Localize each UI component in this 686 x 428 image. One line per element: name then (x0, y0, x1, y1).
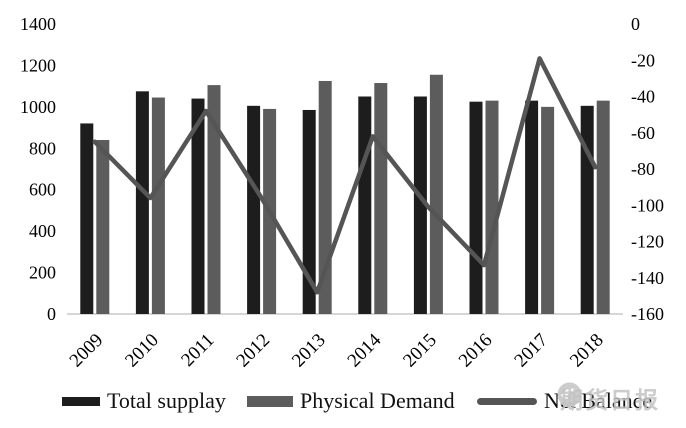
left-axis-tick-label: 1400 (20, 14, 56, 34)
right-axis-tick-label: -80 (631, 159, 655, 179)
right-axis-tick-label: -120 (631, 232, 664, 252)
physical-demand-swatch-icon (247, 395, 293, 407)
bar-total-supply-2011 (191, 98, 205, 314)
bar-total-supply-2016 (469, 101, 483, 314)
bar-physical-demand-2018 (596, 100, 610, 315)
bar-physical-demand-2011 (207, 85, 221, 314)
left-axis-tick-label: 0 (47, 304, 56, 324)
legend-label-physical-demand: Physical Demand (300, 388, 455, 413)
left-axis-tick-label: 200 (29, 263, 56, 283)
bar-total-supply-2009 (80, 123, 94, 314)
x-axis-label-2010: 2010 (121, 330, 163, 372)
x-axis-label-2009: 2009 (66, 330, 108, 372)
legend-label-net-balance: Net Balance (544, 388, 653, 413)
left-axis-tick-label: 1200 (20, 55, 56, 75)
chart-legend: Total supplay Physical Demand Net Balanc… (0, 388, 686, 422)
legend-item-physical-demand: Physical Demand (247, 388, 455, 414)
right-axis-tick-label: -40 (631, 87, 655, 107)
left-axis-tick-label: 600 (29, 180, 56, 200)
x-axis-label-2016: 2016 (455, 330, 497, 372)
left-axis-tick-label: 1000 (20, 97, 56, 117)
right-axis-tick-label: -140 (631, 268, 664, 288)
bar-physical-demand-2016 (485, 100, 499, 315)
right-axis-tick-label: -160 (631, 304, 664, 324)
legend-item-net-balance: Net Balance (477, 388, 652, 414)
right-axis-tick-label: -20 (631, 50, 655, 70)
bar-total-supply-2013 (302, 109, 316, 314)
x-axis-label-2013: 2013 (288, 330, 330, 372)
x-axis-label-2018: 2018 (566, 330, 608, 372)
bar-total-supply-2018 (580, 105, 594, 314)
left-axis-tick-label: 400 (29, 221, 56, 241)
right-axis-tick-label: -60 (631, 123, 655, 143)
bar-physical-demand-2017 (541, 106, 555, 314)
legend-label-total-supply: Total supplay (107, 388, 226, 413)
bar-total-supply-2014 (358, 96, 372, 314)
bar-physical-demand-2009 (96, 140, 110, 314)
right-axis-tick-label: 0 (631, 14, 640, 34)
x-axis-label-2017: 2017 (510, 330, 552, 372)
x-axis-label-2011: 2011 (177, 330, 218, 371)
bar-physical-demand-2014 (374, 83, 388, 315)
bar-total-supply-2017 (525, 100, 539, 315)
bar-physical-demand-2015 (429, 74, 443, 314)
x-axis-label-2014: 2014 (344, 329, 386, 371)
bar-total-supply-2015 (413, 96, 427, 314)
x-axis-label-2015: 2015 (399, 330, 441, 372)
x-axis-label-2012: 2012 (232, 330, 274, 372)
net-balance-swatch-icon (477, 397, 537, 405)
left-axis-tick-label: 800 (29, 138, 56, 158)
total-supply-swatch-icon (62, 396, 100, 406)
legend-item-total-supply: Total supplay (62, 388, 226, 414)
net-balance-line (92, 56, 598, 295)
bar-physical-demand-2010 (151, 97, 165, 315)
bar-total-supply-2010 (135, 91, 149, 314)
right-axis-tick-label: -100 (631, 195, 664, 215)
bar-total-supply-2012 (247, 105, 261, 314)
